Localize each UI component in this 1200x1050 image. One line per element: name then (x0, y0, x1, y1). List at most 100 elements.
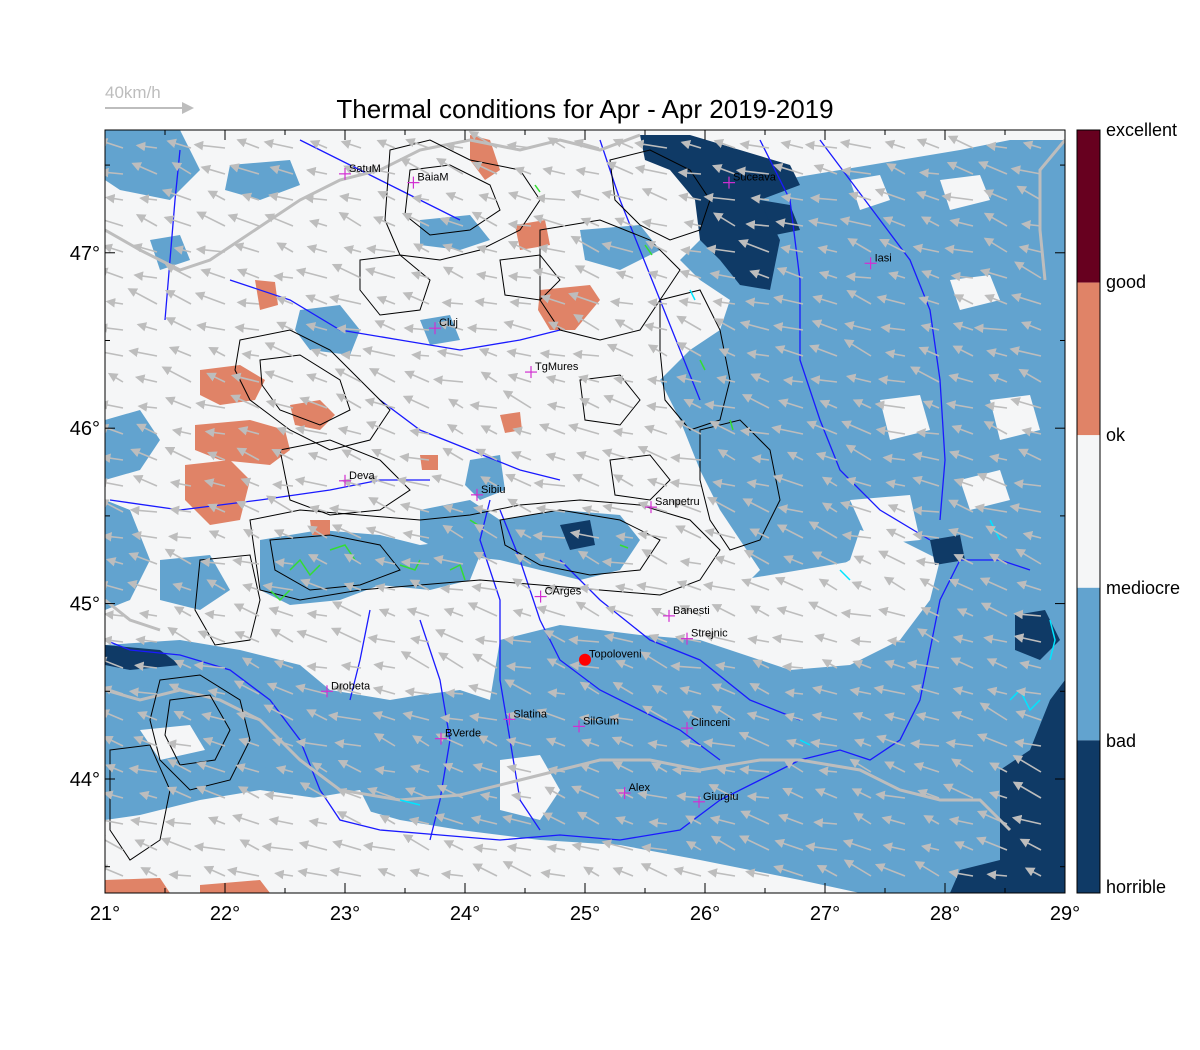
wind-arrow (472, 653, 498, 669)
wind-arrow (776, 524, 804, 539)
wind-arrow (916, 190, 940, 201)
wind-arrow (810, 375, 838, 385)
wind-arrow (574, 265, 600, 279)
wind-arrow (410, 764, 430, 774)
wind-arrow (294, 476, 328, 487)
wind-arrow (308, 218, 328, 228)
wind-arrow (262, 581, 294, 592)
y-tick-label: 46° (70, 418, 100, 440)
wind-arrow (135, 214, 158, 227)
wind-arrow (853, 812, 872, 825)
wind-arrow (709, 270, 736, 280)
wind-arrow (542, 812, 566, 825)
wind-arrow (340, 350, 362, 360)
wind-arrow (818, 766, 838, 776)
wind-arrow (236, 298, 260, 308)
wind-arrow (985, 525, 1008, 539)
wind-arrow (276, 426, 294, 436)
city-label: CArges (545, 586, 582, 598)
wind-arrow (207, 816, 226, 826)
wind-arrow (912, 475, 940, 487)
wind-arrow (782, 787, 804, 799)
wind-arrow (1022, 140, 1042, 150)
wind-arrow (709, 421, 736, 435)
wind-arrow (1011, 814, 1042, 825)
wind-arrow (105, 323, 124, 333)
wind-arrow (545, 374, 566, 384)
wind-arrow (613, 375, 634, 385)
wind-arrow (772, 162, 804, 175)
city-label: TgMures (535, 361, 579, 373)
wind-arrow (468, 130, 498, 149)
wind-arrow (337, 760, 362, 773)
city-marker (429, 322, 441, 335)
wind-arrow (674, 420, 702, 435)
wind-arrow (739, 140, 770, 150)
wind-arrow (509, 298, 532, 308)
wind-arrow (746, 349, 770, 359)
wind-arrow (166, 739, 192, 749)
wind-arrow (227, 866, 260, 877)
x-tick-label: 27° (810, 903, 840, 925)
wind-arrow (232, 556, 260, 567)
wind-arrow (680, 245, 702, 256)
colorbar-label: good (1106, 272, 1146, 292)
wind-arrow (685, 815, 702, 825)
wind-arrow (105, 580, 124, 591)
wind-arrow (402, 291, 430, 305)
wind-arrow (707, 496, 736, 513)
wind-arrow (601, 241, 634, 253)
wind-arrow (405, 138, 430, 149)
wind-arrow (641, 549, 668, 565)
wind-arrow (138, 790, 158, 801)
wind-arrow (373, 661, 396, 671)
wind-arrow (718, 348, 736, 358)
wind-arrow (778, 398, 804, 409)
wind-arrow (510, 451, 532, 461)
wind-arrow (601, 448, 634, 461)
wind-arrow (443, 607, 464, 617)
wind-arrow (200, 268, 226, 279)
wind-arrow (570, 235, 600, 253)
wind-arrow (306, 662, 328, 672)
wind-arrow (193, 140, 226, 151)
wind-arrow (164, 446, 192, 461)
wind-arrow (573, 314, 600, 331)
wind-arrow (783, 555, 804, 565)
wind-arrow (612, 474, 634, 487)
colorbar-frame (1076, 129, 1101, 894)
wind-arrow (196, 321, 226, 332)
wind-arrow (435, 158, 464, 175)
wind-arrow (712, 212, 736, 227)
wind-arrow (636, 581, 668, 592)
wind-arrow (839, 216, 872, 227)
wind-arrow (641, 188, 668, 201)
wind-arrow (377, 191, 396, 201)
wind-arrow (133, 735, 158, 747)
x-tick-label: 29° (1050, 903, 1080, 925)
wind-arrow (506, 842, 532, 853)
wind-arrow (615, 532, 634, 542)
wind-arrow (579, 763, 600, 773)
wind-arrow (507, 372, 532, 383)
wind-arrow (774, 345, 804, 357)
wind-arrow (578, 583, 600, 594)
wind-arrow (503, 635, 532, 645)
wind-arrow (480, 476, 498, 487)
frame-ticks (104, 130, 1066, 893)
wind-arrow (402, 395, 430, 409)
wind-arrow (783, 759, 804, 773)
wind-arrow (505, 661, 532, 672)
x-tick-label: 25° (570, 903, 600, 925)
wind-arrow (469, 401, 498, 411)
wind-arrow (821, 659, 838, 669)
wind-arrow (368, 368, 396, 383)
wind-arrow (810, 738, 838, 749)
wind-arrow (534, 552, 566, 565)
wind-arrow (365, 421, 396, 435)
wind-arrow (512, 426, 532, 436)
wind-arrow (1010, 292, 1042, 305)
city-marker (663, 609, 675, 622)
wind-arrow (979, 268, 1008, 279)
wind-arrow (634, 139, 668, 150)
